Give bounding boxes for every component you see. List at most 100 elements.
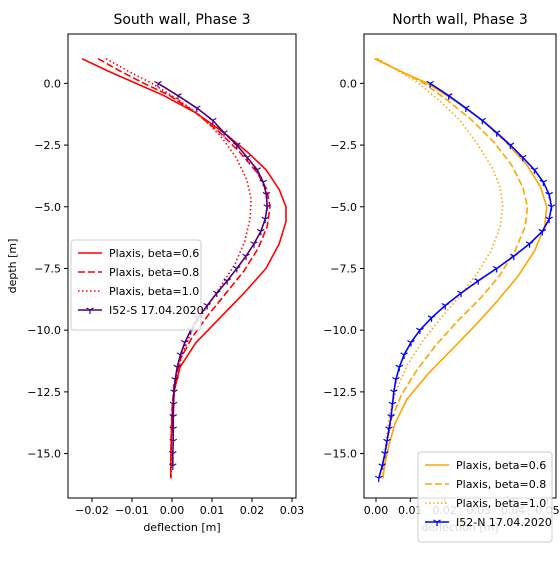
data-point-marker-shape [457,290,465,298]
y-tick-label: 0.0 [44,77,62,90]
data-point-marker [250,241,258,248]
data-point-marker [154,80,162,88]
data-point-marker-shape [400,352,408,359]
data-point-marker-shape [462,105,470,113]
x-tick-label: 0.01 [200,504,225,517]
y-tick-label: −10.0 [323,324,357,337]
data-point-marker [407,339,415,347]
data-point-marker [474,278,482,285]
data-point-marker-shape [518,154,527,162]
data-point-marker-shape [392,377,400,384]
series-line-2 [97,57,271,479]
data-point-marker [510,253,518,261]
data-point-marker [383,438,391,446]
data-point-marker [220,130,228,137]
data-point-marker [506,142,515,150]
data-point-marker-shape [387,414,395,421]
data-point-marker [176,352,185,359]
y-tick-label: −7.5 [34,262,61,275]
data-point-marker-shape [169,451,177,458]
data-point-marker [395,364,404,372]
data-point-marker-shape [545,216,553,224]
legend-label: I52-S 17.04.2020 [109,304,204,317]
data-point-marker-shape [407,339,415,347]
data-point-marker [169,451,177,458]
data-point-marker-shape [385,426,393,433]
legend-label: Plaxis, beta=0.6 [456,459,546,472]
data-point-marker-shape [261,216,269,224]
data-point-marker-shape [243,154,251,162]
data-point-marker-shape [259,179,267,187]
data-point-marker [169,438,177,446]
data-point-marker [385,426,393,433]
axes-frame [67,33,297,499]
data-point-marker-shape [441,302,450,310]
data-point-marker-shape [154,80,162,88]
y-tick-label: −12.5 [323,386,357,399]
data-point-marker [169,463,177,470]
data-point-marker [426,80,434,88]
data-point-marker [193,105,201,113]
data-point-marker-shape [257,228,265,236]
chart-title: North wall, Phase 3 [392,12,527,28]
data-point-marker [427,315,436,322]
data-point-marker-shape [547,204,556,211]
data-point-marker [173,364,181,372]
legend-label: I52-N 17.04.2020 [456,516,552,529]
data-point-marker [392,377,400,384]
data-point-marker-shape [169,426,177,433]
data-point-marker-shape [383,438,391,446]
y-tick-label: −15.0 [323,448,357,461]
data-point-marker [209,117,217,125]
data-point-marker [170,389,178,396]
data-point-marker [213,290,221,298]
data-point-marker [381,451,389,458]
data-point-marker-shape [545,191,553,199]
data-point-marker [243,154,251,162]
data-point-marker [416,327,424,335]
data-point-marker [492,265,501,273]
data-point-marker [530,167,539,174]
data-point-marker [400,352,408,359]
y-tick-label: −5.0 [34,201,61,214]
y-tick-label: −5.0 [330,201,357,214]
chart-title: South wall, Phase 3 [113,12,250,28]
data-point-marker-shape [474,278,482,285]
data-point-marker-shape [193,105,201,113]
data-point-marker-shape [381,451,389,458]
legend-label: Plaxis, beta=1.0 [109,285,199,298]
legend-box [70,239,202,331]
data-point-marker [261,216,269,224]
data-point-marker [518,154,527,162]
data-point-marker [169,414,177,421]
data-point-marker-shape [478,117,487,125]
data-point-marker [462,105,470,113]
legend-label: Plaxis, beta=0.6 [109,247,199,260]
y-tick-label: −12.5 [27,386,61,399]
y-tick-label: −7.5 [330,262,357,275]
data-point-marker [545,191,553,199]
legend-label: Plaxis, beta=1.0 [456,497,546,510]
x-tick-label: 0.00 [160,504,185,517]
plot-area [81,57,287,479]
north-wall-panel: North wall, Phase 30.000.010.020.030.040… [323,12,560,543]
data-point-marker [387,414,395,421]
legend-box [417,451,553,543]
data-point-marker [457,290,465,298]
data-point-marker-shape [250,241,258,248]
data-point-marker [378,463,386,470]
legend: Plaxis, beta=0.6 Plaxis, beta=0.8 Plaxis, … [70,239,204,331]
data-point-marker [181,339,189,347]
data-point-marker [441,302,450,310]
data-point-marker [547,204,556,211]
data-point-marker-shape [169,438,177,446]
data-point-marker-shape [203,302,211,310]
data-point-marker-shape [220,130,228,137]
data-point-marker-shape [538,228,547,236]
data-point-marker-shape [444,93,453,100]
data-point-marker-shape [374,475,383,483]
data-point-marker [492,130,501,137]
data-point-marker-shape [173,364,181,372]
y-tick-label: 0.0 [340,77,358,90]
data-point-marker-shape [213,290,221,298]
